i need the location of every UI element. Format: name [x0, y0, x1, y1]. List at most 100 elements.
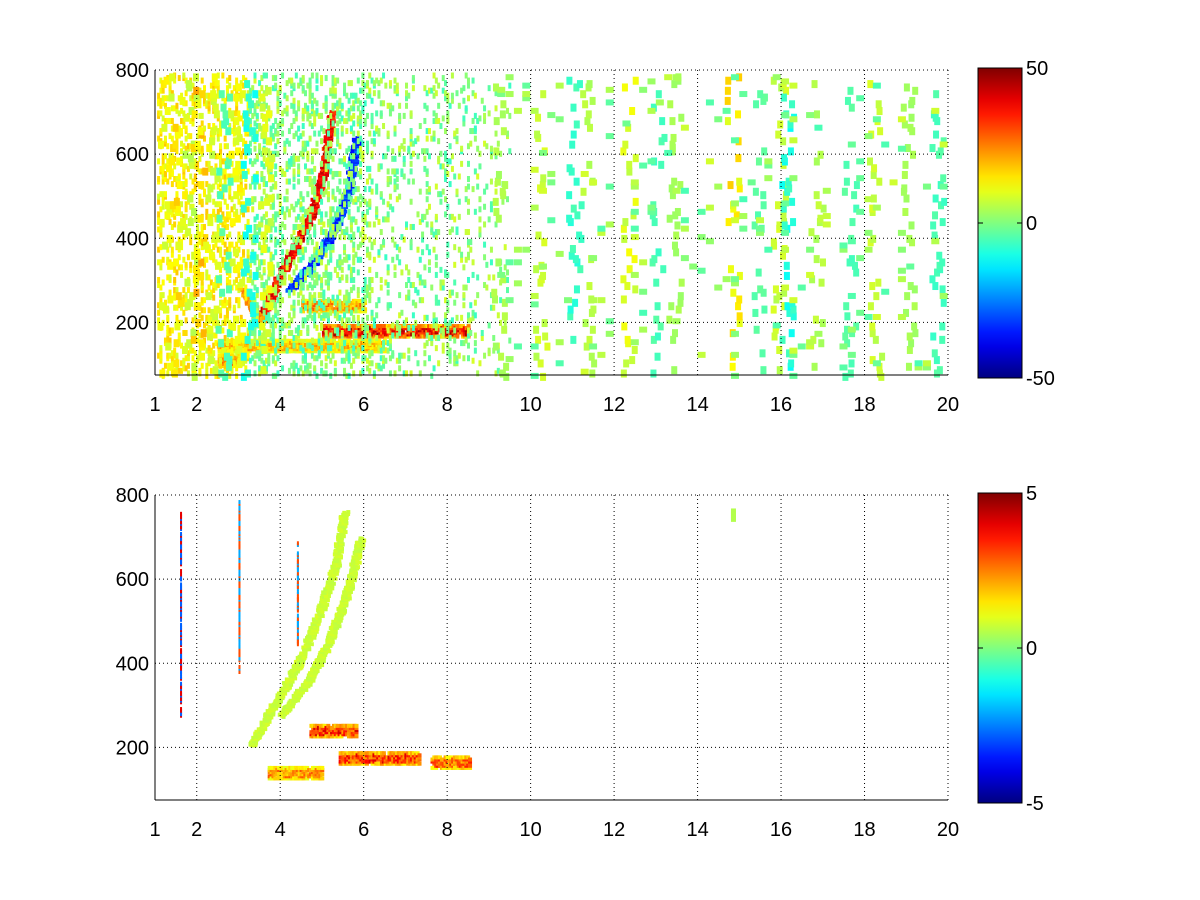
- ridge-mark: [351, 137, 356, 142]
- noise-mark: [271, 287, 275, 294]
- noise-mark: [251, 112, 255, 119]
- noise-mark: [278, 100, 282, 107]
- noise-mark: [159, 87, 163, 94]
- noise-mark: [292, 168, 296, 175]
- noise-mark: [423, 342, 427, 349]
- noise-mark: [260, 216, 264, 223]
- noise-mark: [386, 211, 390, 218]
- noise-mark: [345, 289, 349, 296]
- noise-mark: [329, 372, 333, 379]
- noise-mark: [343, 234, 347, 241]
- noise-mark: [248, 148, 252, 155]
- noise-mark: [356, 256, 360, 263]
- noise-mark: [336, 170, 340, 177]
- noise-mark: [221, 319, 225, 326]
- noise-mark: [347, 181, 351, 188]
- noise-mark: [248, 261, 252, 268]
- noise-mark: [382, 153, 386, 160]
- noise-mark: [230, 337, 234, 344]
- band-mark: [349, 305, 354, 310]
- noise-mark: [189, 266, 193, 273]
- noise-mark: [239, 150, 243, 157]
- noise-mark: [216, 153, 220, 160]
- noise-mark: [235, 342, 239, 349]
- ridge-mark: [315, 191, 320, 196]
- noise-mark: [182, 329, 186, 336]
- noise-mark: [223, 347, 227, 354]
- noise-mark: [322, 128, 326, 135]
- noise-mark: [198, 332, 202, 339]
- noise-mark: [244, 140, 248, 147]
- noise-mark: [354, 352, 358, 359]
- noise-mark: [365, 324, 369, 331]
- noise-mark: [411, 85, 415, 92]
- noise-mark: [290, 90, 294, 97]
- ridge-mark: [357, 145, 362, 150]
- noise-mark: [418, 279, 422, 286]
- noise-mark: [182, 213, 186, 220]
- noise-mark: [161, 168, 165, 175]
- band-mark: [406, 334, 411, 339]
- noise-mark: [356, 269, 360, 276]
- noise-mark: [276, 274, 280, 281]
- noise-mark: [388, 342, 392, 349]
- band-mark: [360, 349, 365, 354]
- noise-mark: [455, 135, 459, 142]
- noise-mark: [365, 140, 369, 147]
- noise-mark: [377, 218, 381, 225]
- noise-mark: [205, 160, 209, 167]
- noise-mark: [365, 92, 369, 99]
- noise-mark: [432, 317, 436, 324]
- noise-mark: [361, 155, 365, 162]
- noise-mark: [326, 155, 330, 162]
- noise-mark: [184, 261, 188, 268]
- noise-mark: [313, 115, 317, 122]
- noise-mark: [326, 271, 330, 278]
- noise-mark: [200, 223, 204, 230]
- noise-mark: [425, 244, 429, 251]
- noise-mark: [228, 193, 232, 200]
- noise-mark: [329, 206, 333, 213]
- noise-mark: [359, 168, 363, 175]
- noise-mark: [425, 90, 429, 97]
- noise-mark: [271, 327, 275, 334]
- noise-mark: [361, 236, 365, 243]
- noise-mark: [260, 176, 264, 183]
- noise-mark: [258, 259, 262, 266]
- noise-mark: [294, 115, 298, 122]
- noise-mark: [163, 337, 167, 344]
- noise-mark: [430, 372, 434, 379]
- band-mark: [348, 303, 353, 308]
- noise-mark: [196, 229, 200, 236]
- noise-mark: [391, 155, 395, 162]
- noise-mark: [157, 302, 161, 309]
- noise-mark: [375, 110, 379, 117]
- noise-mark: [308, 292, 312, 299]
- noise-mark: [292, 370, 296, 377]
- noise-mark: [352, 266, 356, 273]
- noise-mark: [388, 80, 392, 87]
- noise-mark: [333, 102, 337, 109]
- band-mark: [337, 349, 342, 354]
- noise-mark: [285, 110, 289, 117]
- noise-mark: [299, 256, 303, 263]
- ridge-mark: [290, 251, 295, 256]
- noise-mark: [248, 117, 252, 124]
- noise-mark: [202, 307, 206, 314]
- noise-mark: [338, 158, 342, 165]
- noise-mark: [338, 304, 342, 311]
- noise-mark: [221, 347, 225, 354]
- noise-mark: [228, 188, 232, 195]
- noise-mark: [193, 163, 197, 170]
- noise-mark: [352, 231, 356, 238]
- noise-mark: [182, 181, 186, 188]
- noise-mark: [242, 360, 246, 367]
- noise-mark: [444, 95, 448, 102]
- noise-mark: [283, 239, 287, 246]
- noise-mark: [388, 102, 392, 109]
- noise-mark: [244, 365, 248, 372]
- noise-mark: [437, 335, 441, 342]
- noise-mark: [333, 367, 337, 374]
- noise-mark: [292, 289, 296, 296]
- noise-mark: [427, 203, 431, 210]
